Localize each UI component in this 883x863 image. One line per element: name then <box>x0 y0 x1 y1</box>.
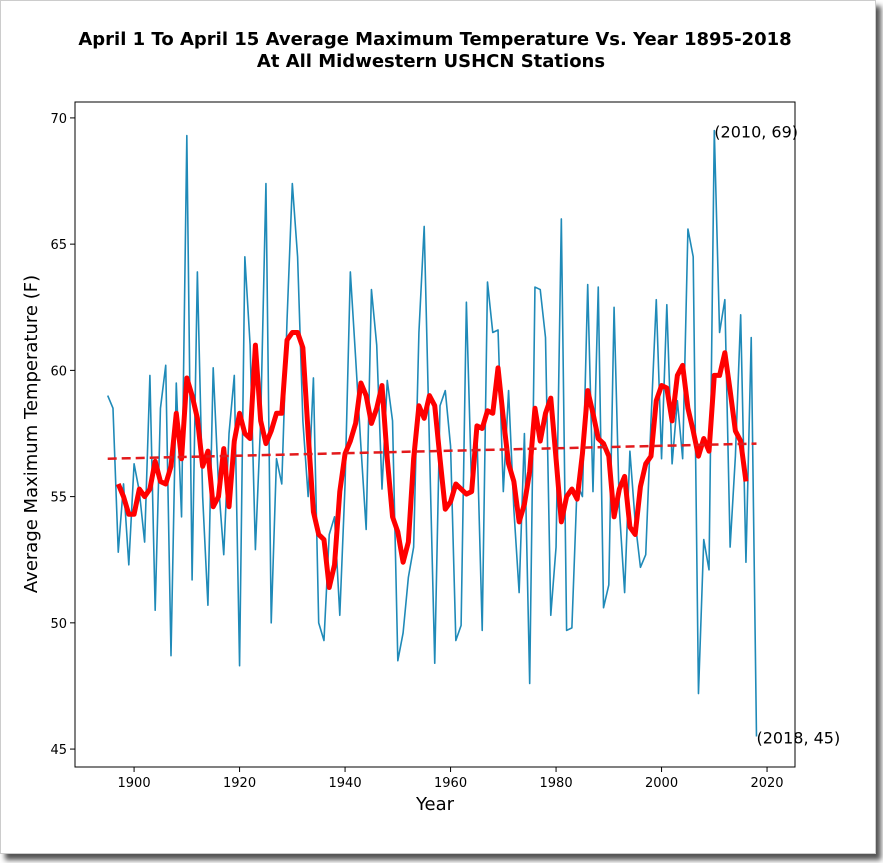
x-tick-label: 1940 <box>329 776 362 791</box>
x-tick-label: 2020 <box>750 776 783 791</box>
annotation: (2010, 69) <box>714 123 798 142</box>
y-tick-label: 60 <box>50 364 67 379</box>
series-line <box>106 129 758 737</box>
x-axis-label: Year <box>415 794 455 815</box>
x-tick-label: 1920 <box>223 776 256 791</box>
y-tick-label: 70 <box>50 112 67 127</box>
x-tick-label: 1960 <box>434 776 467 791</box>
chart-title: At All Midwestern USHCN Stations <box>257 51 605 72</box>
plot-frame <box>74 101 796 768</box>
x-tick-label: 2000 <box>645 776 678 791</box>
x-tick-label: 1900 <box>118 776 151 791</box>
annotation: (2018, 45) <box>756 728 840 747</box>
y-tick-label: 50 <box>50 617 67 632</box>
y-tick-label: 55 <box>50 491 67 506</box>
series-line <box>107 442 757 460</box>
y-tick-label: 65 <box>50 238 67 253</box>
y-tick-label: 45 <box>50 743 67 758</box>
x-tick-label: 1980 <box>540 776 573 791</box>
y-axis-label: Average Maximum Temperature (F) <box>21 275 42 593</box>
chart-title: April 1 To April 15 Average Maximum Temp… <box>78 29 791 50</box>
